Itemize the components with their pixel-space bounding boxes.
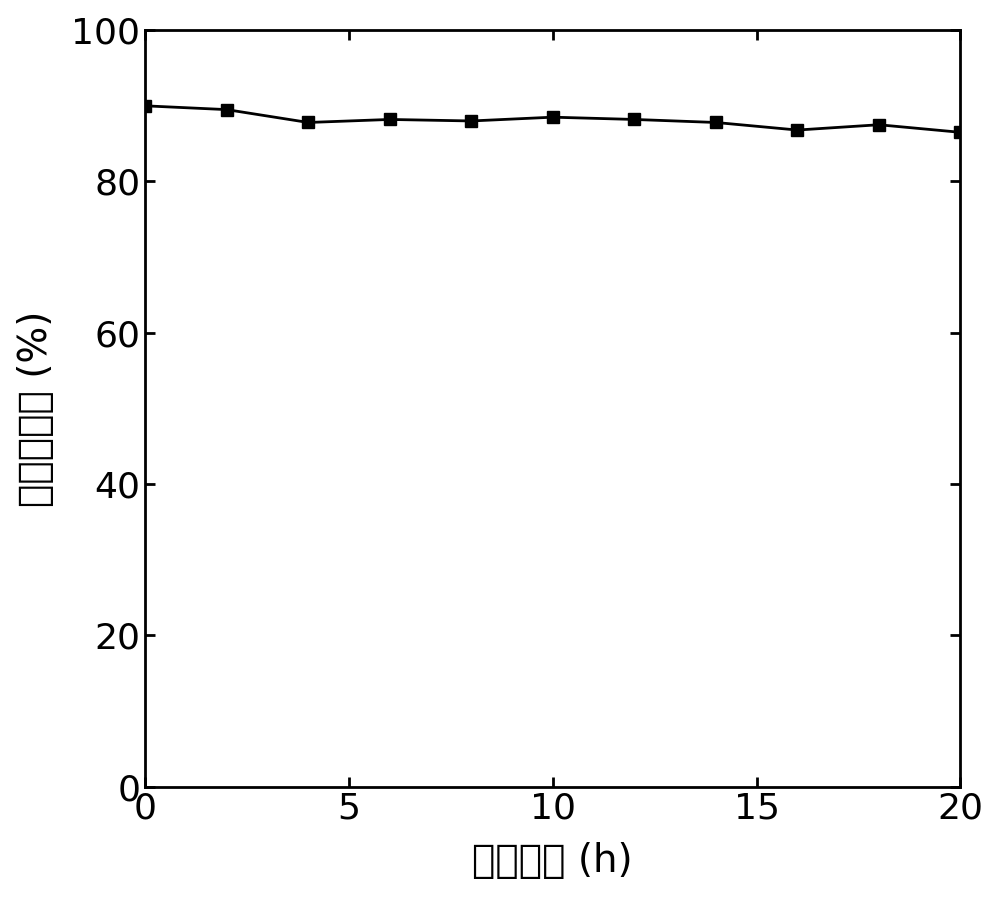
Y-axis label: 甲烷转化率 (%): 甲烷转化率 (%) xyxy=(17,310,55,507)
X-axis label: 反应时间 (h): 反应时间 (h) xyxy=(472,842,633,880)
